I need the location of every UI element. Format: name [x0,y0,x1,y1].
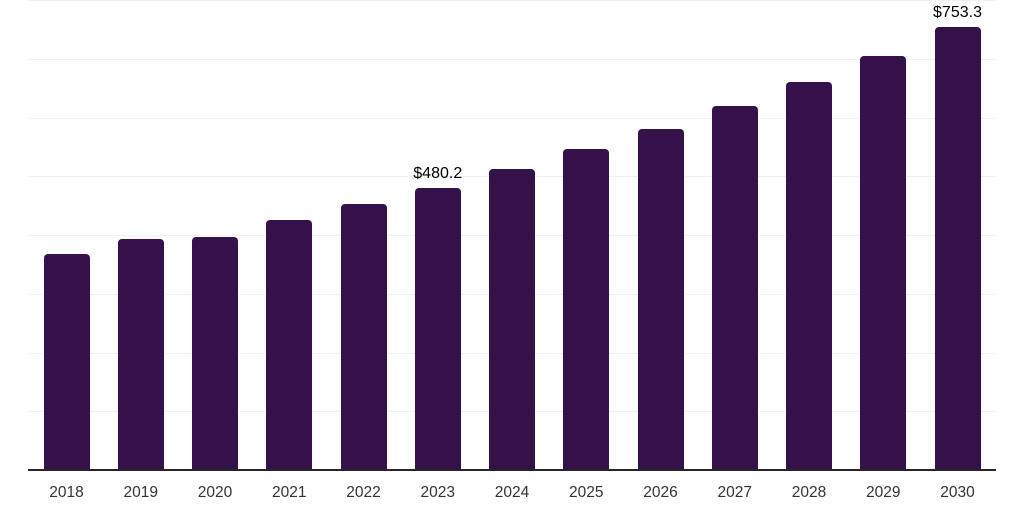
x-axis-line [28,469,996,471]
bar-2028 [786,81,832,470]
x-axis-label: 2018 [49,484,84,501]
x-axis-label: 2029 [866,484,901,501]
x-axis-label: 2019 [123,484,158,501]
x-axis-label: 2025 [569,484,604,501]
x-axis-label: 2021 [272,484,307,501]
x-axis-label: 2020 [197,484,233,501]
bar-2027 [711,106,758,470]
bar-2025 [563,148,610,470]
bar-2026 [637,128,684,470]
x-axis-label: 2030 [940,484,975,501]
bar-2021 [266,219,313,470]
x-axis-label: 2023 [420,484,455,501]
bar-value-label: $753.3 [933,4,982,22]
gridline [28,118,996,119]
x-axis-label: 2022 [346,484,381,501]
bar-2030 [934,27,981,470]
x-axis-label: 2027 [717,484,752,501]
gridline [28,0,996,1]
x-axis-label: 2024 [494,484,530,501]
bar-2019 [117,238,164,470]
bar-value-label: $480.2 [413,164,463,182]
bar-2023 [414,187,461,470]
x-axis-label: 2026 [643,484,678,501]
x-axis-label: 2028 [791,484,827,501]
bar-2018 [43,253,90,470]
bar-2020 [192,237,238,470]
bar-2024 [489,168,535,470]
bar-2029 [860,55,907,470]
bar-2022 [340,204,387,470]
gridline [28,59,996,60]
